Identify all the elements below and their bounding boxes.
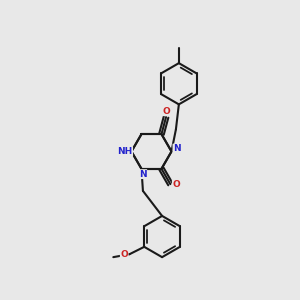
Text: O: O: [172, 180, 180, 189]
Text: O: O: [120, 250, 128, 259]
Text: O: O: [162, 107, 170, 116]
Text: N: N: [173, 144, 181, 153]
Text: NH: NH: [117, 147, 133, 156]
Text: N: N: [139, 169, 147, 178]
